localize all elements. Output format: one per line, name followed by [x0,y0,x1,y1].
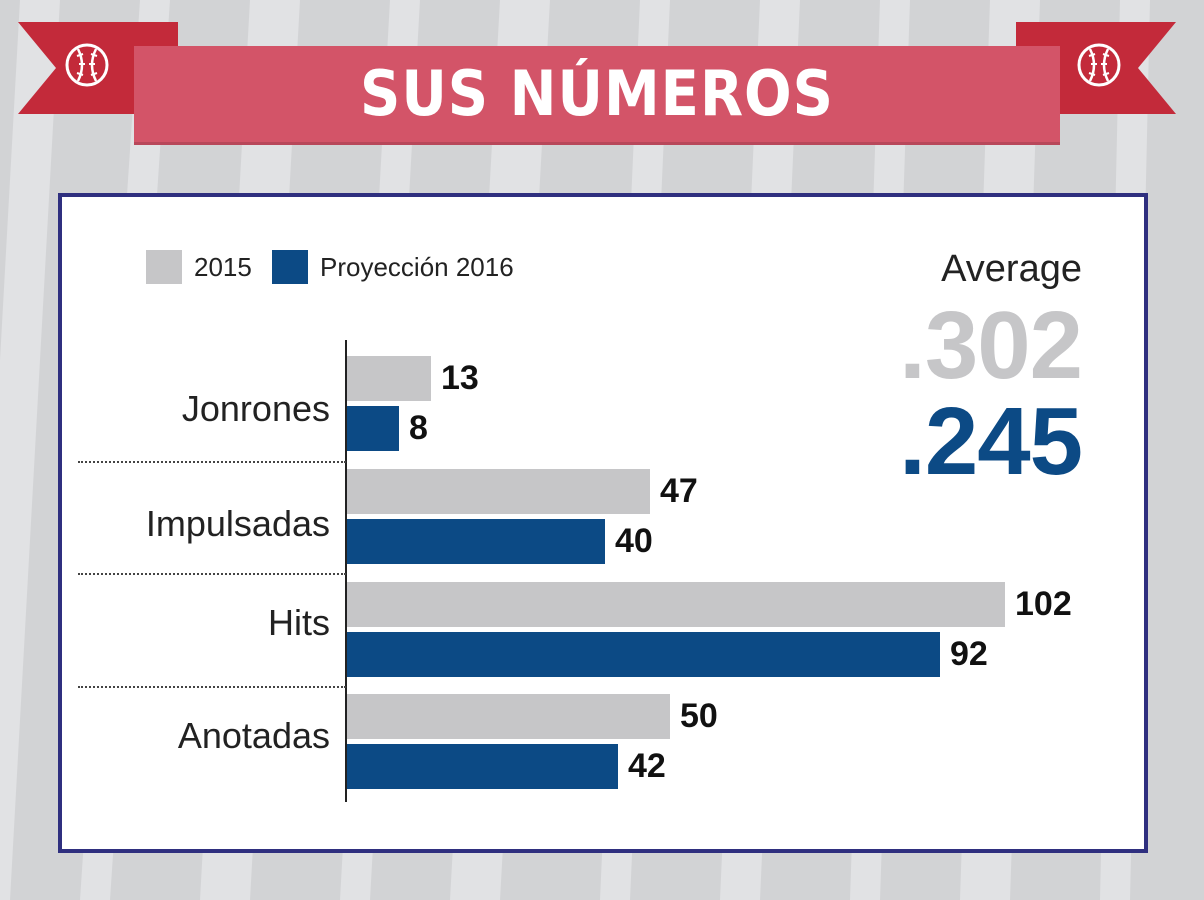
bar-value-label: 47 [660,472,698,510]
page-title: SUS NÚMEROS [359,57,834,131]
title-banner: SUS NÚMEROS [134,46,1060,142]
bar-hits-2016 [347,632,940,677]
category-divider [78,461,346,463]
legend-swatch-2015 [146,250,182,284]
bar-impulsadas-2016 [347,519,605,564]
average-label: Average [941,248,1082,290]
bar-value-label: 13 [441,359,479,397]
category-label-jonrones: Jonrones [181,388,330,429]
bar-hits-2015 [347,582,1005,627]
baseball-icon [1077,43,1121,87]
legend-swatch-2016 [272,250,308,284]
category-label-anotadas: Anotadas [177,715,330,756]
bar-value-label: 50 [680,697,718,735]
legend-item-2016: Proyección 2016 [272,250,514,284]
bar-jonrones-2016 [347,406,399,451]
average-2016-value: .245 [899,388,1083,495]
chart-axis-line [345,340,347,802]
category-label-impulsadas: Impulsadas [145,503,330,544]
bar-anotadas-2015 [347,694,670,739]
legend-label-2016: Proyección 2016 [320,251,514,282]
bar-value-label: 8 [409,409,428,447]
legend-item-2015: 2015 [146,250,252,284]
category-divider [78,686,346,688]
average-2015-value: .302 [899,292,1083,399]
bar-anotadas-2016 [347,744,618,789]
bar-impulsadas-2015 [347,469,650,514]
baseball-icon [65,43,109,87]
bar-value-label: 42 [628,747,666,785]
bar-value-label: 102 [1015,585,1072,623]
category-divider [78,573,346,575]
bar-value-label: 40 [615,522,653,560]
category-label-hits: Hits [268,602,330,643]
bar-value-label: 92 [950,635,988,673]
bar-jonrones-2015 [347,356,431,401]
legend-label-2015: 2015 [194,251,252,282]
